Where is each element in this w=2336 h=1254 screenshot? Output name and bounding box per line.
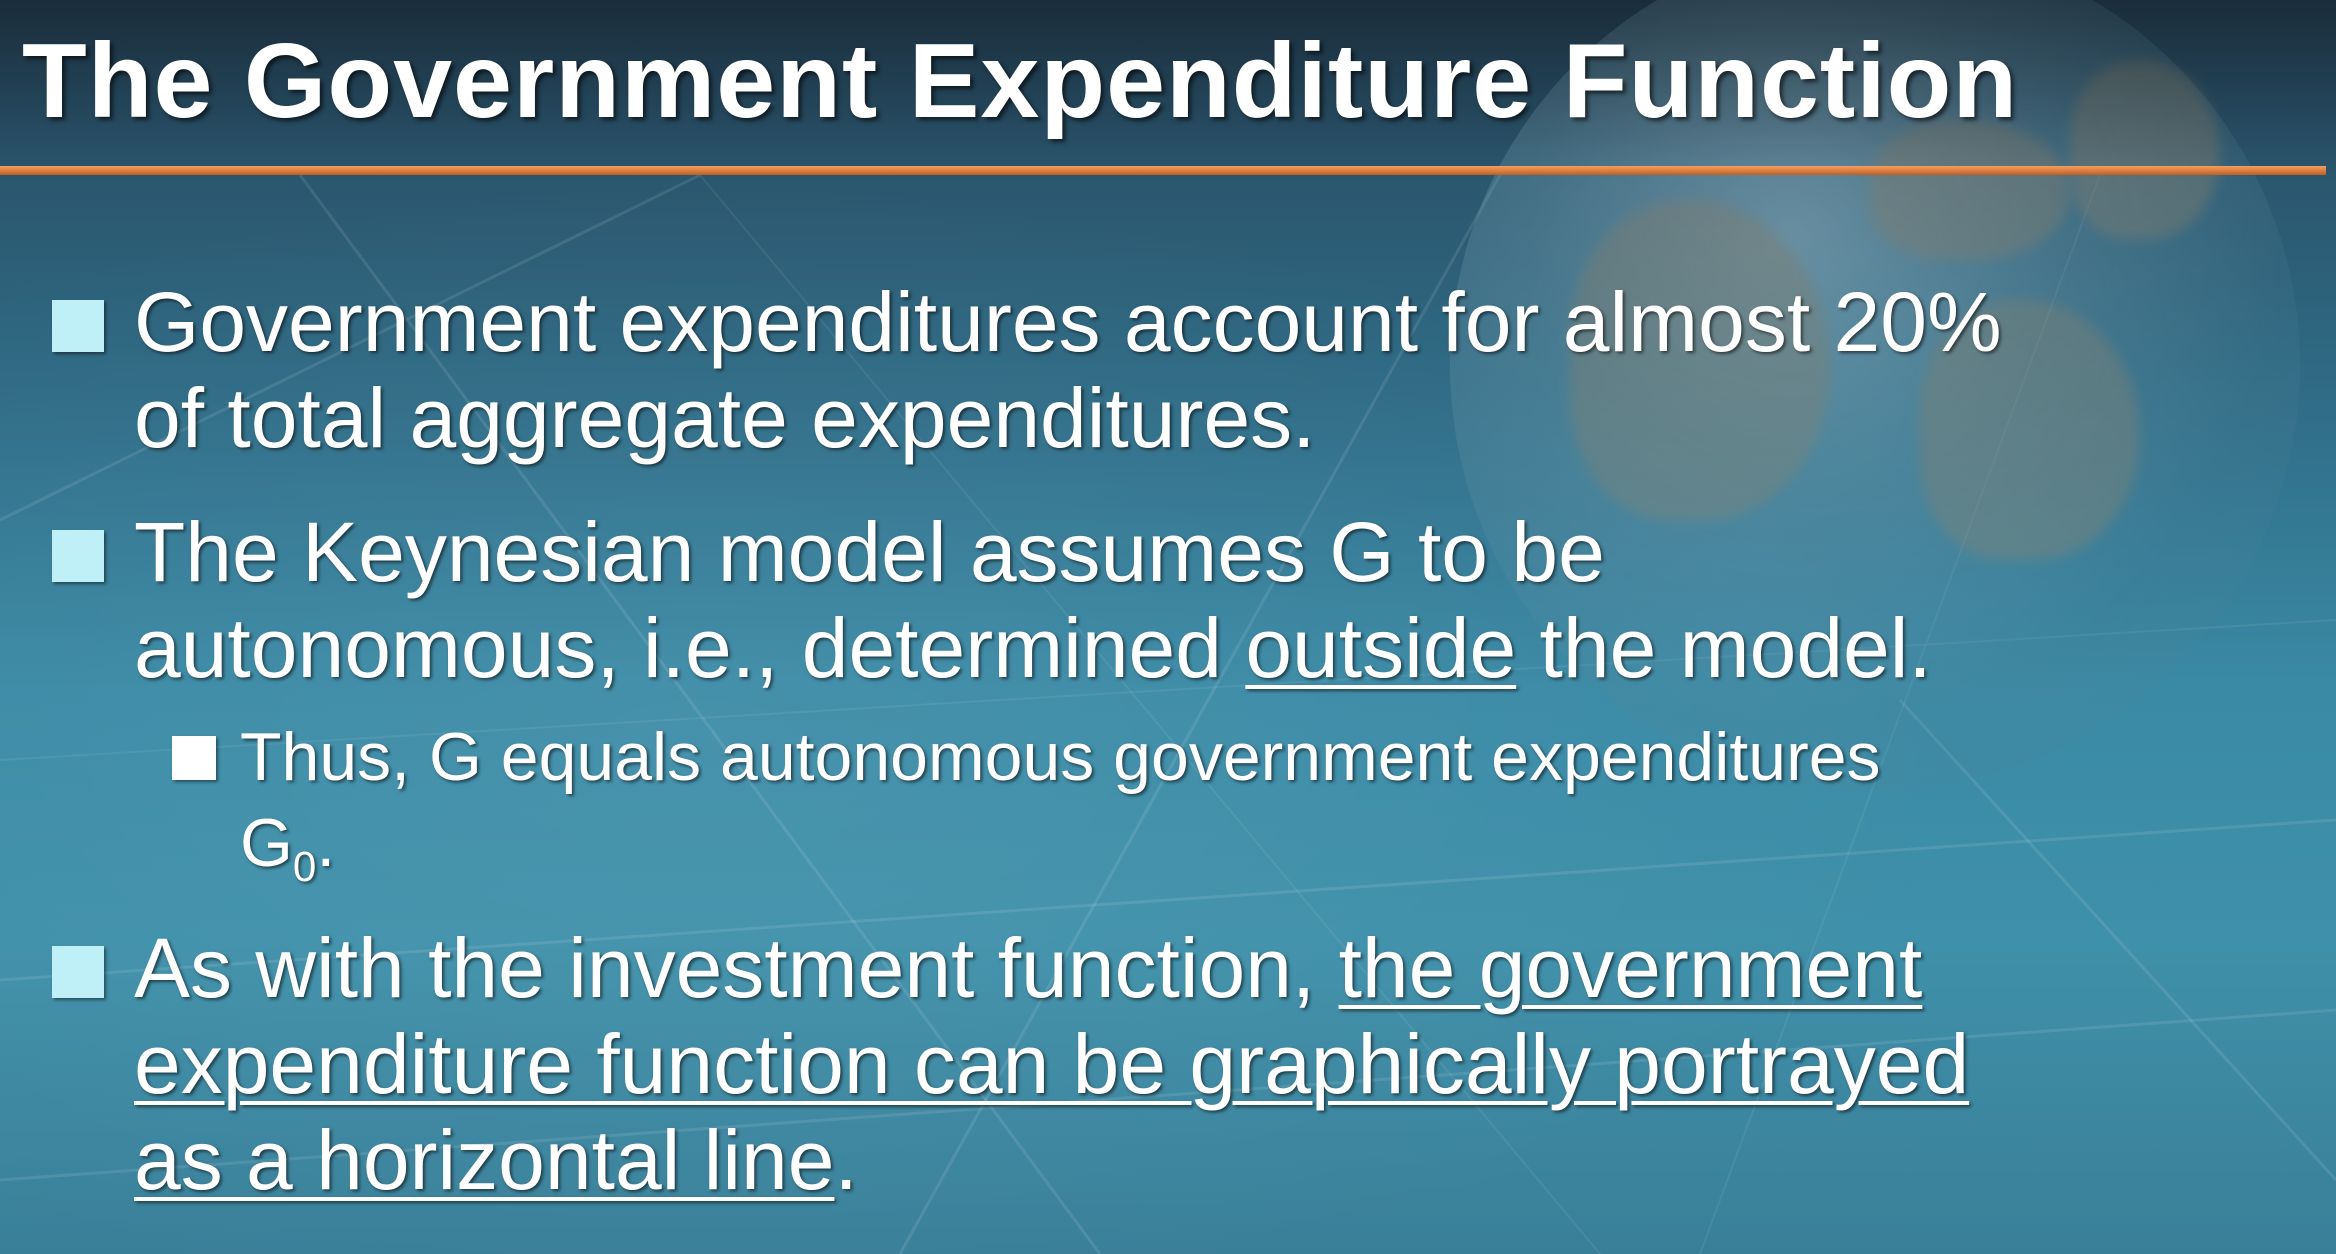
bullet-2-line-2: autonomous, i.e., determined outside the… (134, 600, 1932, 696)
bullet-3-line-1: As with the investment function, the gov… (134, 920, 1969, 1016)
bullet-item-3: As with the investment function, the gov… (134, 920, 1969, 1208)
bullet-3-line-2: expenditure function can be graphically … (134, 1016, 1969, 1112)
bullet-1-line-2: of total aggregate expenditures. (134, 371, 1316, 465)
bullet-item-1: Government expenditures account for almo… (134, 274, 2002, 466)
bullet-2-text-pre: autonomous, i.e., determined (134, 601, 1246, 695)
bullet-2-text-post: the model. (1516, 601, 1932, 695)
square-bullet-icon (52, 946, 104, 998)
bullet-3-text-pre: As with the investment function, (134, 921, 1339, 1015)
bullet-1-line-1: Government expenditures account for almo… (134, 275, 2002, 369)
sub-bullet-g: G (240, 805, 293, 881)
bullet-3-period: . (834, 1113, 858, 1207)
square-bullet-icon (52, 530, 104, 582)
sub-bullet-item: Thus, G equals autonomous government exp… (240, 714, 1881, 887)
bullet-3-underlined-2: expenditure function can be graphically … (134, 1017, 1970, 1111)
bullet-2-underlined-word: outside (1245, 601, 1517, 695)
title-divider (0, 166, 2326, 175)
bullet-3-underlined-3: as a horizontal line (134, 1113, 835, 1207)
bullet-item-2: The Keynesian model assumes G to be auto… (134, 504, 1932, 696)
sub-bullet-line-2: G0. (240, 800, 1881, 887)
square-sub-bullet-icon (172, 736, 216, 780)
bullet-3-underlined-1: the government (1338, 921, 1923, 1015)
bullet-2-line-1: The Keynesian model assumes G to be (134, 505, 1605, 599)
globe-image (1450, 0, 2300, 790)
square-bullet-icon (52, 300, 104, 352)
sub-bullet-subscript: 0 (292, 842, 317, 890)
bullet-3-line-3: as a horizontal line. (134, 1112, 1969, 1208)
slide-title: The Government Expenditure Function (22, 22, 2019, 140)
sub-bullet-period: . (316, 805, 336, 881)
sub-bullet-line-1: Thus, G equals autonomous government exp… (240, 719, 1881, 795)
